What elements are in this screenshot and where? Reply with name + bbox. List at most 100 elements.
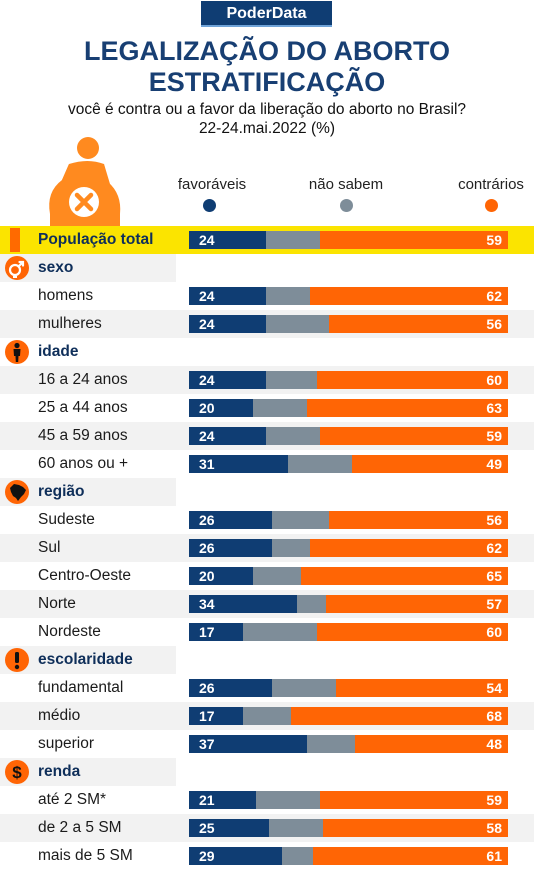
header-blank [176,646,534,674]
category-label: sexo [38,259,74,276]
data-label-favoraveis: 20 [199,400,215,416]
data-label-contrarios: 60 [486,624,502,640]
bar-segment-contrarios [316,623,508,641]
stacked-bar: 26 56 [189,511,508,529]
legend-favoraveis-dot [203,199,216,212]
data-label-favoraveis: 17 [199,624,215,640]
data-label-contrarios: 56 [486,316,502,332]
bar-row: mulheres 24 56 [0,310,534,338]
data-label-contrarios: 56 [486,512,502,528]
bar-segment-nao-sabem [281,847,314,865]
total-accent [10,228,20,252]
bar-row: Sudeste 26 56 [0,506,534,534]
header-blank [176,338,534,366]
bar-segment-favoraveis [189,231,266,249]
data-label-favoraveis: 24 [199,288,215,304]
legend-contrarios-label: contrários [458,176,524,193]
data-label-contrarios: 62 [486,288,502,304]
data-label-contrarios: 59 [486,232,502,248]
data-label-favoraveis: 29 [199,848,215,864]
stacked-bar: 24 59 [189,427,508,445]
bar-segment-favoraveis [189,707,244,725]
header-blank [176,478,534,506]
row-label: médio [38,707,81,724]
category-header-row: escolaridade [0,646,534,674]
data-label-contrarios: 59 [486,792,502,808]
bar-segment-favoraveis [189,399,253,417]
chart-question: você é contra ou a favor da liberação do… [67,101,467,118]
stacked-bar: 21 59 [189,791,508,809]
stacked-bar: 34 57 [189,595,508,613]
category-header-row: idade [0,338,534,366]
pregnant-woman-icon [49,137,121,232]
data-label-contrarios: 48 [486,736,502,752]
bar-segment-contrarios [291,707,508,725]
bar-segment-nao-sabem [271,679,336,697]
brazil-map-icon [5,480,29,504]
row-label: homens [38,287,94,304]
bar-segment-nao-sabem [252,567,301,585]
row-label: mais de 5 SM [38,847,133,864]
header-blank [176,254,534,282]
bar-segment-contrarios [329,315,508,333]
bar-segment-favoraveis [189,371,266,389]
data-label-favoraveis: 24 [199,372,215,388]
row-label: Sudeste [38,511,95,528]
legend-nao-sabem-label: não sabem [308,176,384,193]
stacked-bar: 20 63 [189,399,508,417]
brand-badge: PoderData [201,1,332,27]
data-label-contrarios: 62 [486,540,502,556]
data-label-contrarios: 58 [486,820,502,836]
row-label: População total [38,231,154,248]
category-header-row: $ renda [0,758,534,786]
bar-segment-favoraveis [189,455,288,473]
category-label: renda [38,763,81,780]
bar-row: Sul 26 62 [0,534,534,562]
data-label-contrarios: 60 [486,372,502,388]
bar-segment-favoraveis [189,595,298,613]
bar-segment-contrarios [351,455,508,473]
gender-icon [5,256,29,280]
category-header-row: região [0,478,534,506]
bar-row: Nordeste 17 60 [0,618,534,646]
stacked-bar: 17 68 [189,707,508,725]
data-label-favoraveis: 26 [199,512,215,528]
row-label: fundamental [38,679,124,696]
row-label: 45 a 59 anos [38,427,128,444]
stacked-bar: 37 48 [189,735,508,753]
data-label-contrarios: 63 [486,400,502,416]
bar-row: de 2 a 5 SM 25 58 [0,814,534,842]
bar-segment-favoraveis [189,819,269,837]
bar-row: 45 a 59 anos 24 59 [0,422,534,450]
bar-segment-contrarios [326,595,508,613]
bar-row: 16 a 24 anos 24 60 [0,366,534,394]
stacked-bar: 26 62 [189,539,508,557]
bar-segment-favoraveis [189,791,256,809]
bar-segment-favoraveis [189,287,266,305]
category-label: escolaridade [38,651,133,668]
bar-row: 60 anos ou + 31 49 [0,450,534,478]
bar-segment-nao-sabem [252,399,308,417]
data-label-contrarios: 49 [486,456,502,472]
category-label: idade [38,343,79,360]
bar-segment-contrarios [310,539,508,557]
data-label-favoraveis: 26 [199,680,215,696]
bar-row: superior 37 48 [0,730,534,758]
bar-segment-contrarios [335,679,508,697]
data-label-favoraveis: 34 [199,596,215,612]
chart-title-line2: ESTRATIFICAÇÃO [148,67,386,97]
bar-segment-nao-sabem [297,595,327,613]
data-label-favoraveis: 37 [199,736,215,752]
category-header-row: sexo [0,254,534,282]
bar-segment-contrarios [319,791,508,809]
chart-date: 22-24.mai.2022 (%) [198,120,336,137]
bar-segment-contrarios [319,427,508,445]
row-label: Norte [38,595,76,612]
bar-row: médio 17 68 [0,702,534,730]
row-label: de 2 a 5 SM [38,819,122,836]
bar-row: Norte 34 57 [0,590,534,618]
bar-segment-favoraveis [189,315,266,333]
bar-segment-nao-sabem [271,539,311,557]
data-label-contrarios: 57 [486,596,502,612]
data-label-favoraveis: 17 [199,708,215,724]
